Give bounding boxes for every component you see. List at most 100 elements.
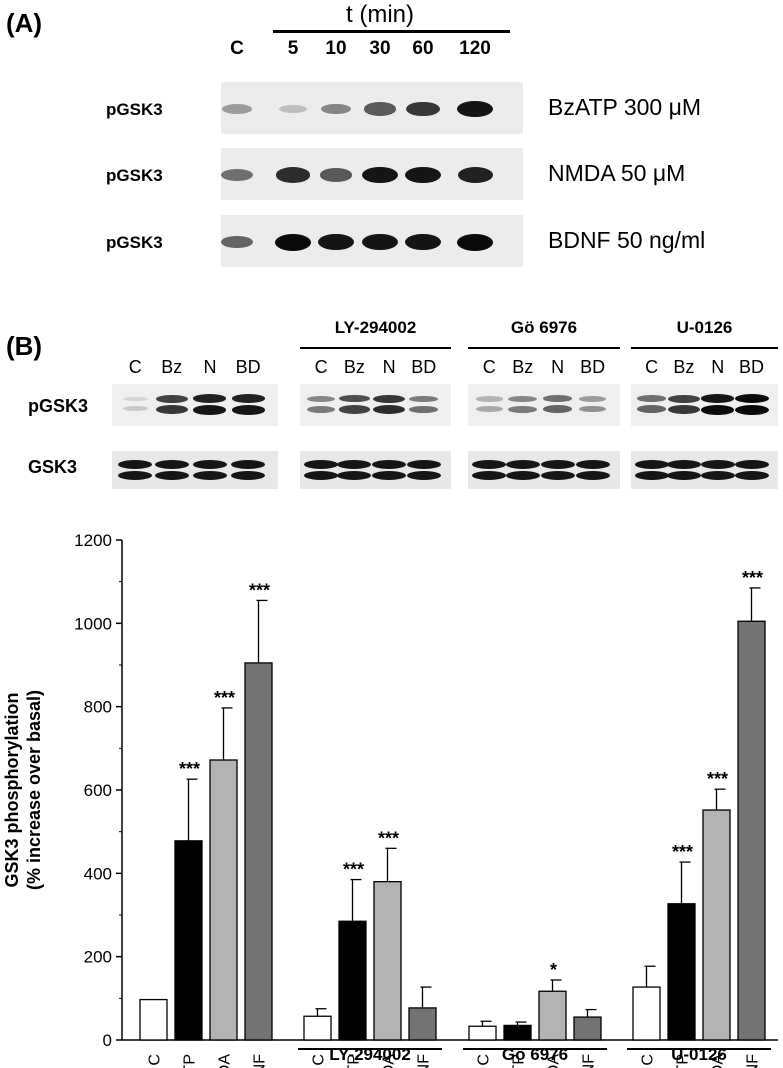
bar <box>573 1016 602 1041</box>
blot-band <box>318 233 354 251</box>
group-label: Gö 6976 <box>502 1045 568 1064</box>
blot-band <box>578 395 607 402</box>
significance-marker: * <box>550 960 557 980</box>
blot-band <box>542 405 573 414</box>
bar-chart: 0 200 400 600 800 1000 1200 GSK3 phosphorylatio… <box>2 531 778 1068</box>
blot-band <box>540 460 575 469</box>
blot-band <box>320 103 352 115</box>
blot-band <box>505 460 540 469</box>
blot-lane-label: Bz <box>161 357 183 377</box>
western-blot-strip <box>221 148 523 200</box>
blot-lane-label: BD <box>580 357 606 377</box>
blot-band <box>221 168 253 182</box>
blot-band <box>122 405 148 412</box>
blot-band <box>634 460 669 469</box>
blot-band <box>193 394 227 403</box>
blot-band <box>304 460 339 469</box>
pgsk3-blot-strip <box>468 384 620 426</box>
western-blot-strip <box>221 82 523 134</box>
blot-band <box>118 471 153 480</box>
blot-band <box>575 460 610 469</box>
blot-band <box>406 460 441 469</box>
blot-band <box>231 405 265 415</box>
blot-lane-label: C <box>314 357 328 377</box>
blot-band <box>700 460 735 469</box>
x-category-label: BDNF <box>252 1054 269 1068</box>
blot-band <box>154 460 189 469</box>
panel-a-label: (A) <box>6 8 43 38</box>
blot-band <box>405 233 441 251</box>
blot-band <box>636 395 667 403</box>
blot-band <box>118 460 153 469</box>
y-axis-label-line1: GSK3 phosphorylation <box>2 692 22 887</box>
y-axis-label: GSK3 phosphorylation (% increase over bas… <box>2 690 44 890</box>
significance-marker: *** <box>672 842 693 862</box>
significance-marker: *** <box>378 828 399 848</box>
blot-band <box>221 235 253 249</box>
pgsk3-row-label: pGSK3 <box>106 100 163 119</box>
blot-band <box>457 100 493 118</box>
blot-band <box>363 102 397 116</box>
blot-band <box>409 405 439 413</box>
pgsk3-blot-strip <box>631 384 778 426</box>
inhibitor-header: Gö 6976 <box>510 318 578 337</box>
blot-band <box>154 471 189 480</box>
blot-lane-label: N <box>551 357 565 377</box>
x-category-label: C <box>311 1054 328 1066</box>
blot-band <box>279 104 307 114</box>
x-category-label: BzATP <box>346 1054 363 1068</box>
bar <box>174 840 203 1041</box>
blot-band <box>505 471 540 480</box>
significance-marker: *** <box>214 688 235 708</box>
group-label: U-0126 <box>671 1045 727 1064</box>
blot-band <box>578 405 607 413</box>
western-blot-strip <box>221 215 523 267</box>
bar <box>737 620 766 1041</box>
blot-band <box>338 394 370 403</box>
bar <box>244 662 273 1041</box>
blot-band <box>275 233 311 251</box>
bar <box>408 1007 437 1041</box>
blot-band <box>319 168 353 182</box>
blot-band <box>337 460 372 469</box>
blot-band <box>700 471 735 480</box>
y-tick-label: 400 <box>84 864 112 883</box>
y-tick-label: 200 <box>84 948 112 967</box>
blot-band <box>338 405 370 414</box>
blot-band <box>405 166 441 184</box>
bar <box>373 881 402 1041</box>
treatment-label: NMDA 50 μM <box>548 160 686 186</box>
x-category-label: BzATP <box>511 1054 528 1068</box>
gsk3-blot-strip <box>112 451 278 489</box>
time-lane-label: 120 <box>459 38 491 59</box>
pgsk3-row-label: pGSK3 <box>106 166 163 185</box>
inhibitor-header-line <box>300 347 451 349</box>
blot-band <box>373 405 406 415</box>
blot-band <box>734 460 769 469</box>
bar <box>503 1024 532 1041</box>
significance-marker: *** <box>343 860 364 880</box>
x-category-label: C <box>147 1054 164 1066</box>
blot-band <box>666 460 701 469</box>
inhibitor-header: U-0126 <box>676 318 733 337</box>
significance-marker: *** <box>179 759 200 779</box>
y-axis-label-line2: (% increase over basal) <box>24 690 44 890</box>
significance-marker: *** <box>707 769 728 789</box>
pgsk3-blot-strip <box>300 384 451 426</box>
y-tick-label: 1200 <box>74 531 112 550</box>
gsk3-blot-strip <box>631 451 778 489</box>
y-tick-label: 600 <box>84 781 112 800</box>
treatment-label: BDNF 50 ng/ml <box>548 227 706 253</box>
x-category-label: BDNF <box>416 1054 433 1068</box>
group-label: LY-294002 <box>329 1045 411 1064</box>
x-category-label: NMDA <box>217 1054 234 1068</box>
blot-band <box>508 405 537 413</box>
y-tick-label: 1000 <box>74 614 112 633</box>
blot-band <box>304 471 339 480</box>
blot-band <box>734 471 769 480</box>
bar <box>303 1015 332 1041</box>
gsk3-blot-strip <box>468 451 620 489</box>
time-lane-label: 30 <box>369 38 391 59</box>
blot-band <box>406 471 441 480</box>
inhibitor-header: LY-294002 <box>334 318 417 337</box>
